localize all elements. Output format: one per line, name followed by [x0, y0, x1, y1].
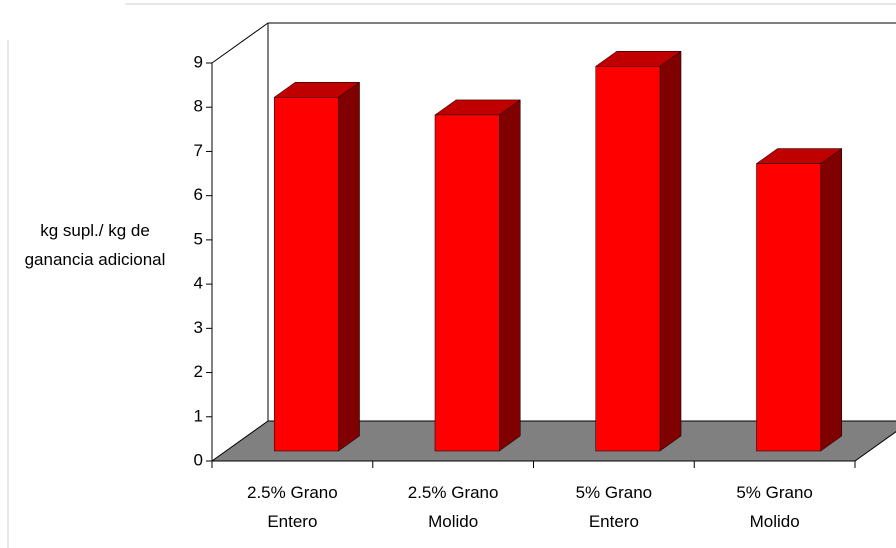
bar: [595, 66, 661, 452]
x-tick-label: 5% Grano Molido: [736, 483, 813, 531]
y-axis-label: kg supl./ kg de ganancia adicional: [24, 221, 166, 269]
bar-side: [659, 50, 682, 452]
bar: [434, 114, 500, 452]
bar-side: [499, 99, 521, 452]
y-tick-label: 3: [194, 318, 203, 337]
y-tick-label: 7: [194, 141, 203, 160]
y-tick-label: 2: [194, 362, 203, 381]
y-tick-label: 1: [194, 406, 203, 425]
x-tick-label: 2.5% Grano Molido: [407, 483, 499, 531]
x-tick-label: 2.5% Grano Entero: [247, 483, 338, 531]
y-tick-label: 9: [194, 52, 203, 71]
y-tick-label: 0: [194, 450, 203, 469]
y-tick-label: 4: [194, 274, 203, 293]
side-wall-top: [211, 22, 269, 64]
bar: [756, 163, 822, 452]
bar-side: [820, 148, 843, 452]
x-tick-label: 5% Grano Entero: [575, 483, 653, 531]
floor: [210, 420, 896, 462]
bar-side: [338, 81, 360, 452]
y-tick-label: 8: [194, 97, 203, 116]
y-tick-label: 6: [194, 185, 203, 204]
y-tick-label: 5: [194, 229, 203, 248]
bar: [273, 96, 339, 452]
